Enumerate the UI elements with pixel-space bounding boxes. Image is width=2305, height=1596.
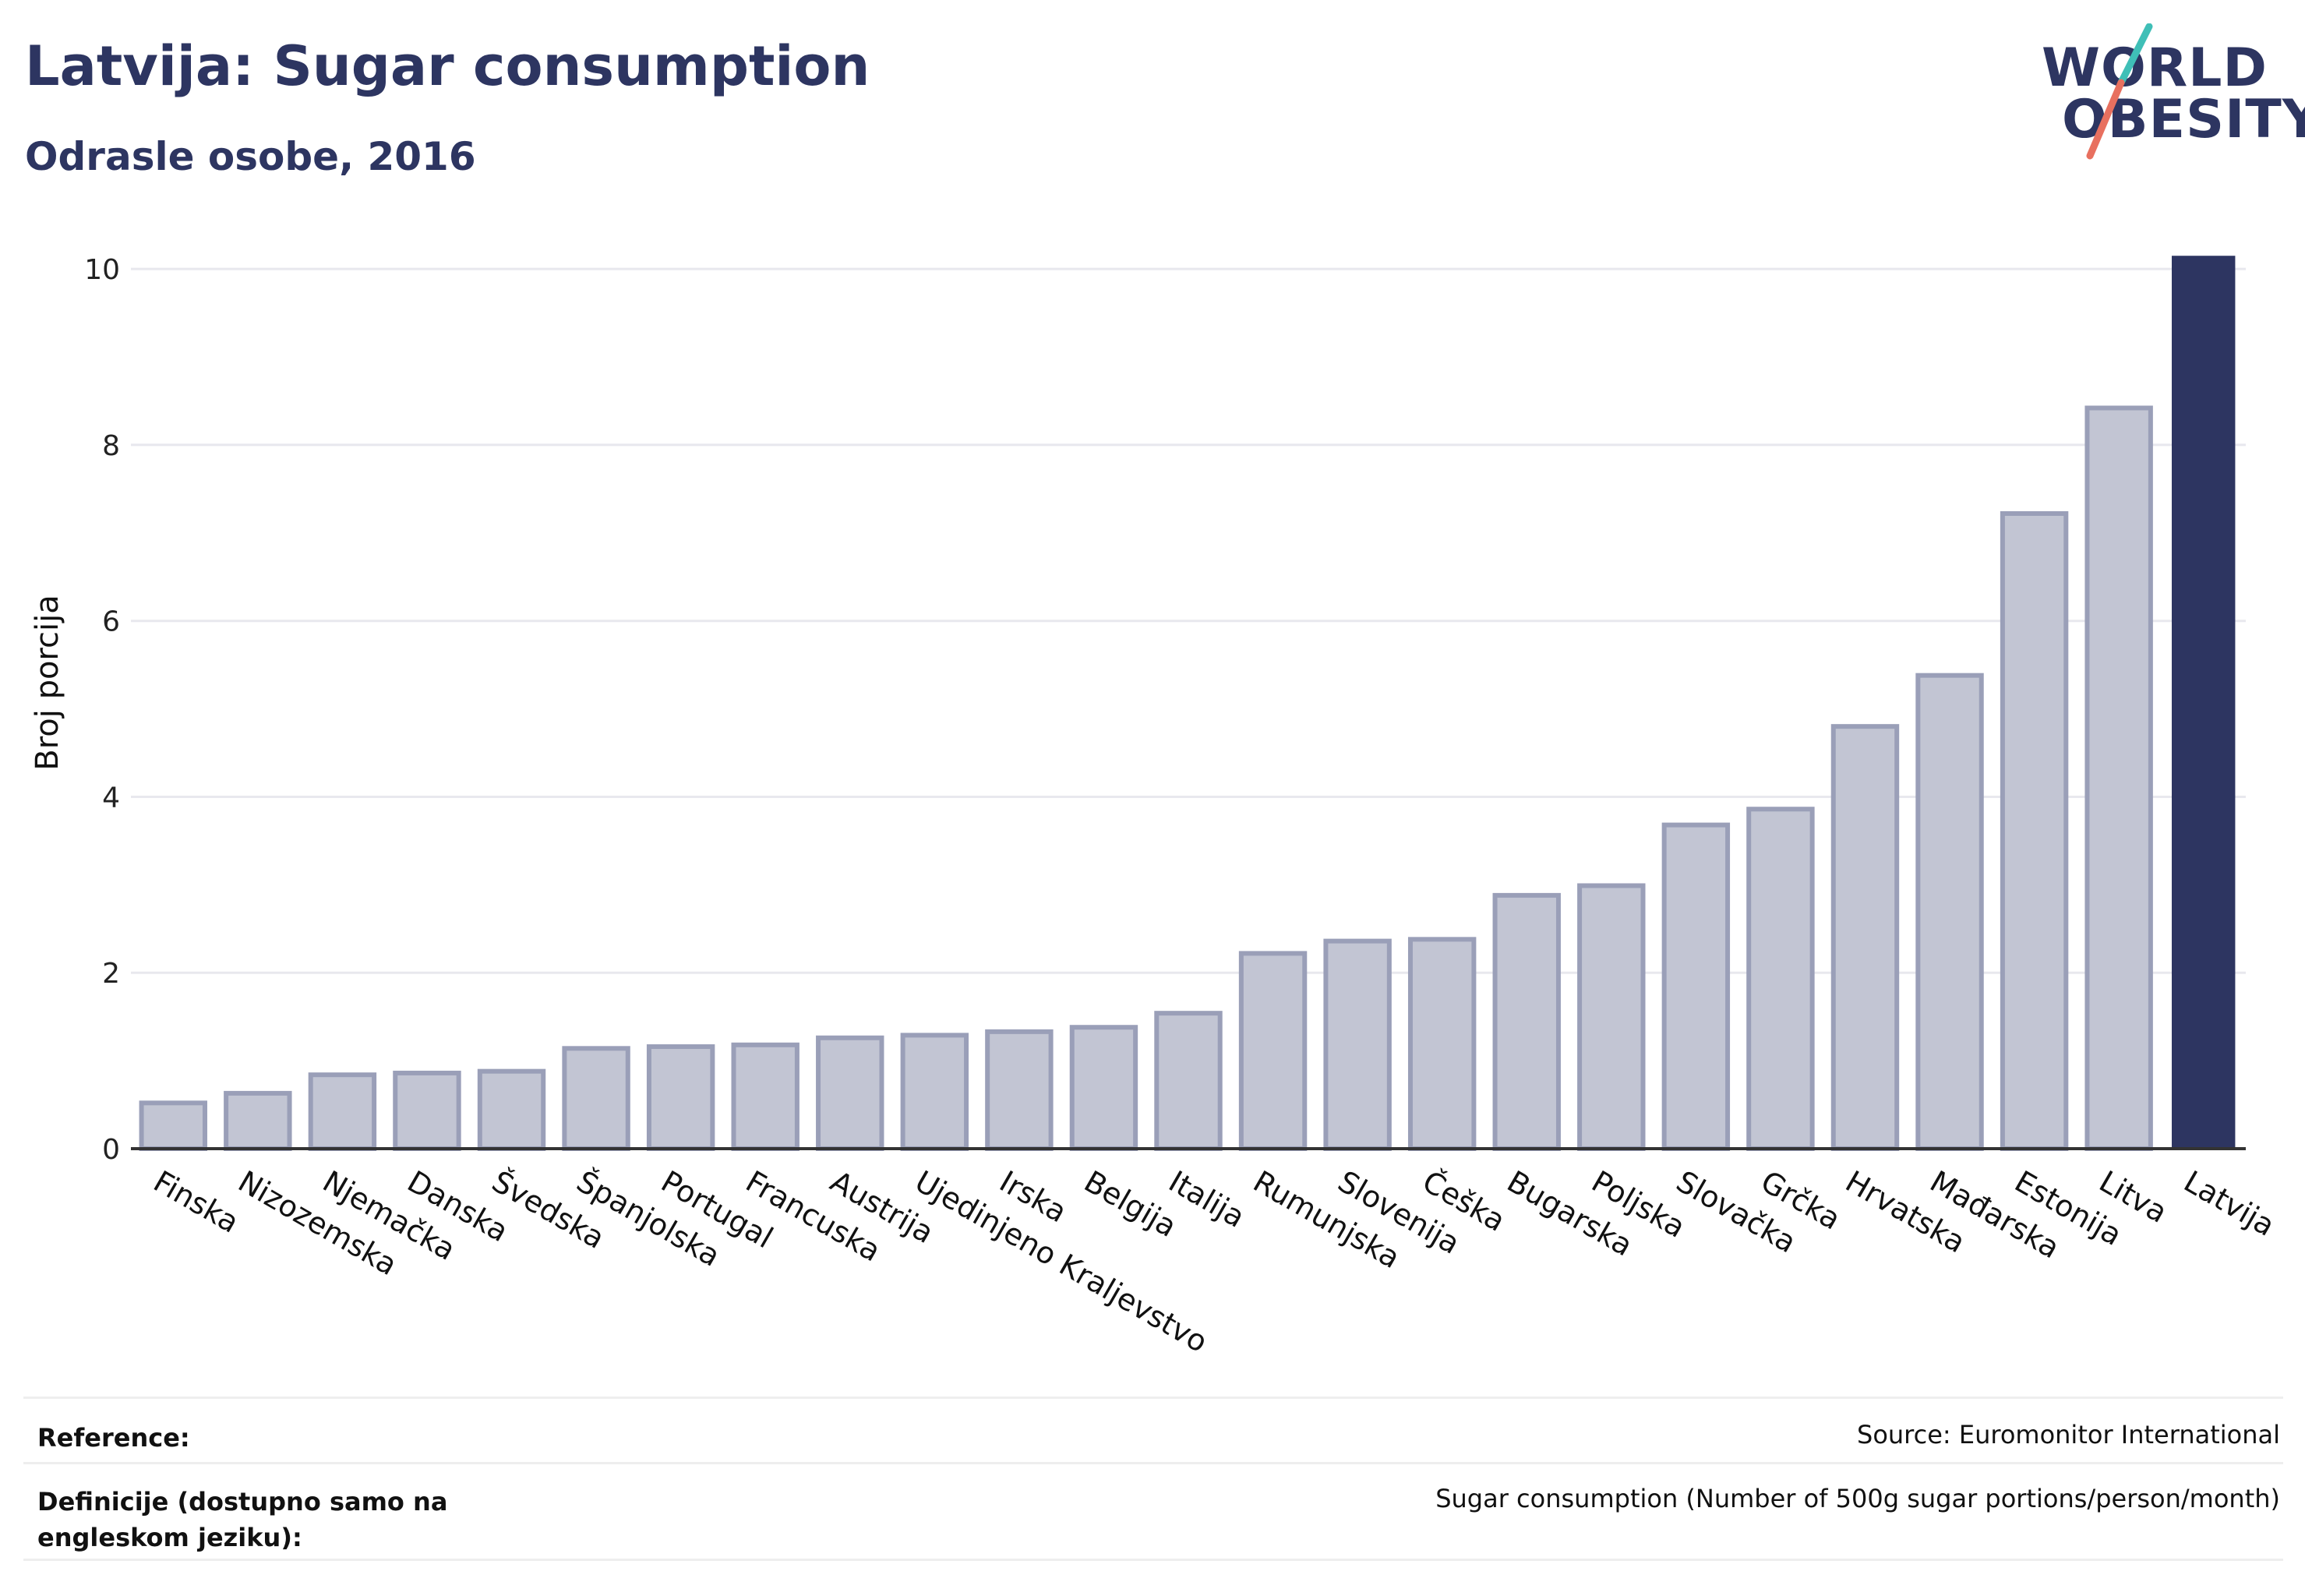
bar-18 xyxy=(1661,822,1731,1151)
y-tick-label: 2 xyxy=(102,958,120,990)
bar-11 xyxy=(1069,1025,1138,1151)
x-tick-label: Belgija xyxy=(1078,1164,1182,1244)
footer-divider-middle xyxy=(23,1462,2283,1464)
y-tick-labels: 0 2 4 6 8 10 xyxy=(84,254,120,1166)
logo-word-world: WORLD xyxy=(2042,37,2268,99)
definition-value: Sugar consumption (Number of 500g sugar … xyxy=(1435,1484,2280,1513)
bar-chart: 0 2 4 6 8 10 FinskaNizozemskaNjemačkaDanskaŠv… xyxy=(30,254,2281,1360)
bars xyxy=(139,256,2236,1152)
definition-label: Definicije (dostupno samo na engleskom j… xyxy=(37,1487,448,1553)
bar-10 xyxy=(985,1029,1054,1151)
x-tick-label: Latvija xyxy=(2178,1164,2280,1243)
bar-8 xyxy=(816,1035,884,1151)
x-tick-label: Finska xyxy=(148,1164,245,1240)
bar-0 xyxy=(139,1100,207,1152)
reference-value: Source: Euromonitor International xyxy=(1857,1420,2280,1449)
bar-2 xyxy=(308,1072,377,1151)
bar-5 xyxy=(562,1046,630,1151)
y-tick-label: 10 xyxy=(84,254,120,286)
y-tick-label: 8 xyxy=(102,430,120,462)
footer-divider-bottom xyxy=(23,1559,2283,1561)
bar-19 xyxy=(1746,807,1815,1151)
logo-slash-icon xyxy=(2086,23,2153,160)
chart-title: Latvija: Sugar consumption xyxy=(25,34,870,98)
bar-7 xyxy=(731,1042,800,1151)
bar-13 xyxy=(1238,951,1308,1151)
y-tick-label: 4 xyxy=(102,782,120,814)
bar-1 xyxy=(224,1090,292,1151)
bar-23 xyxy=(2084,405,2153,1151)
bar-24 xyxy=(2172,256,2236,1149)
chart-subtitle: Odrasle osobe, 2016 xyxy=(25,134,476,179)
bar-12 xyxy=(1154,1011,1223,1152)
bar-6 xyxy=(646,1044,715,1151)
bar-21 xyxy=(1915,673,1984,1151)
world-obesity-logo: WORLD OBESITY xyxy=(2034,23,2305,164)
bar-14 xyxy=(1323,938,1392,1151)
y-tick-label: 0 xyxy=(102,1134,120,1166)
bar-20 xyxy=(1830,724,1900,1151)
bar-16 xyxy=(1492,892,1561,1152)
bar-15 xyxy=(1407,937,1477,1151)
y-tick-label: 6 xyxy=(102,606,120,638)
footer-divider-top xyxy=(23,1396,2283,1399)
bar-17 xyxy=(1577,883,1646,1151)
y-axis-label: Broj porcija xyxy=(30,595,65,770)
bar-3 xyxy=(393,1070,461,1151)
bar-22 xyxy=(2000,510,2069,1151)
bar-4 xyxy=(477,1068,546,1151)
reference-label: Reference: xyxy=(37,1423,190,1453)
x-tick-labels: FinskaNizozemskaNjemačkaDanskaŠvedskaŠpa… xyxy=(148,1164,2281,1360)
bar-9 xyxy=(900,1033,969,1152)
